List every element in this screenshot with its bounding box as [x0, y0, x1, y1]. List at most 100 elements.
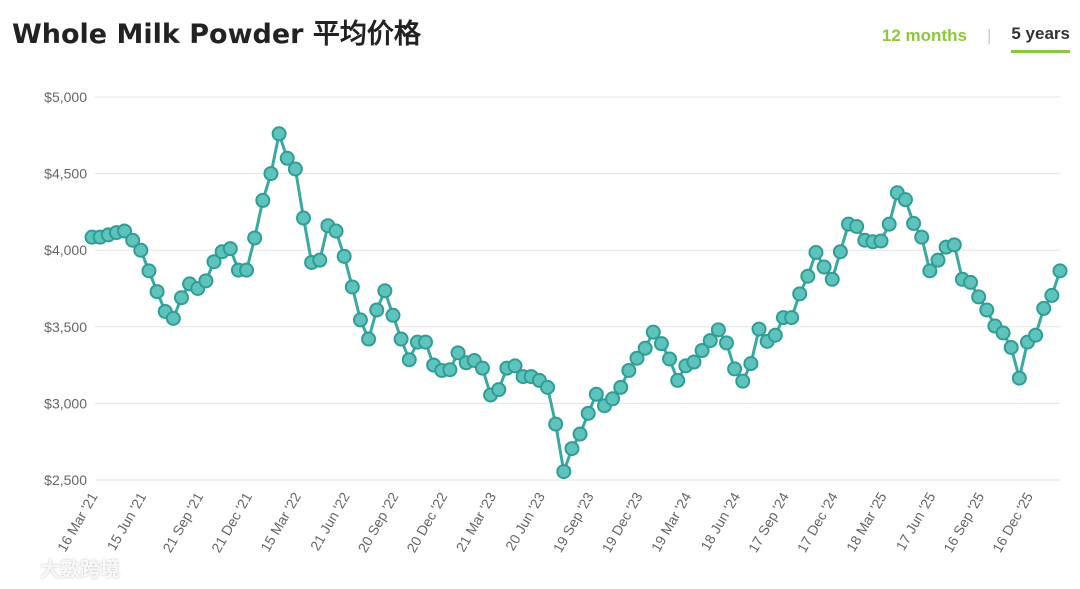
data-point[interactable] — [361, 331, 377, 347]
data-point[interactable] — [605, 391, 621, 407]
data-point[interactable] — [808, 244, 824, 260]
data-point[interactable] — [580, 405, 596, 421]
y-tick-label: $5,000 — [44, 89, 87, 105]
data-point[interactable] — [287, 161, 303, 177]
data-point[interactable] — [173, 290, 189, 306]
data-point[interactable] — [507, 358, 523, 374]
data-point[interactable] — [629, 350, 645, 366]
data-point[interactable] — [922, 263, 938, 279]
data-point[interactable] — [727, 361, 743, 377]
data-point[interactable] — [206, 254, 222, 270]
data-point[interactable] — [344, 279, 360, 295]
data-point[interactable] — [279, 150, 295, 166]
data-point[interactable] — [336, 248, 352, 264]
data-point[interactable] — [767, 327, 783, 343]
data-point[interactable] — [588, 386, 604, 402]
data-point[interactable] — [141, 263, 157, 279]
data-point[interactable] — [491, 382, 507, 398]
x-tick-label: 19 Mar '24 — [648, 489, 695, 554]
data-point[interactable] — [718, 335, 734, 351]
data-point[interactable] — [914, 229, 930, 245]
data-point[interactable] — [979, 302, 995, 318]
data-point[interactable] — [198, 273, 214, 289]
data-point[interactable] — [352, 312, 368, 328]
data-point[interactable] — [824, 271, 840, 287]
data-point[interactable] — [548, 416, 564, 432]
x-tick-label: 21 Jun '22 — [307, 489, 353, 553]
data-point[interactable] — [328, 223, 344, 239]
data-point[interactable] — [418, 334, 434, 350]
data-point[interactable] — [662, 351, 678, 367]
data-point[interactable] — [995, 325, 1011, 341]
x-tick-label: 15 Jun '21 — [103, 489, 149, 553]
data-point[interactable] — [377, 283, 393, 299]
data-point[interactable] — [849, 218, 865, 234]
data-point[interactable] — [670, 372, 686, 388]
tab-5-years[interactable]: 5 years — [1011, 24, 1070, 53]
data-point[interactable] — [564, 441, 580, 457]
data-point[interactable] — [312, 252, 328, 268]
data-point[interactable] — [442, 362, 458, 378]
data-point[interactable] — [1036, 300, 1052, 316]
data-point[interactable] — [800, 268, 816, 284]
data-point[interactable] — [621, 362, 637, 378]
x-tick-label: 20 Jun '23 — [502, 489, 548, 553]
data-point[interactable] — [653, 336, 669, 352]
x-tick-label: 20 Sep '22 — [354, 489, 401, 555]
data-point[interactable] — [450, 345, 466, 361]
data-point[interactable] — [1028, 327, 1044, 343]
watermark-logo-icon — [8, 558, 34, 576]
data-point[interactable] — [971, 289, 987, 305]
data-point[interactable] — [263, 166, 279, 182]
data-point[interactable] — [572, 426, 588, 442]
data-point[interactable] — [165, 310, 181, 326]
data-point[interactable] — [255, 192, 271, 208]
data-point[interactable] — [963, 274, 979, 290]
data-point[interactable] — [751, 321, 767, 337]
data-point[interactable] — [897, 192, 913, 208]
data-point[interactable] — [832, 244, 848, 260]
data-point[interactable] — [474, 360, 490, 376]
data-point[interactable] — [930, 252, 946, 268]
data-point[interactable] — [946, 237, 962, 253]
data-point[interactable] — [295, 210, 311, 226]
data-point[interactable] — [369, 302, 385, 318]
data-point[interactable] — [1052, 263, 1068, 279]
data-point[interactable] — [149, 284, 165, 300]
data-point[interactable] — [1011, 370, 1027, 386]
data-point[interactable] — [239, 262, 255, 278]
data-point[interactable] — [792, 286, 808, 302]
data-point[interactable] — [613, 379, 629, 395]
data-point[interactable] — [906, 215, 922, 231]
data-point[interactable] — [540, 379, 556, 395]
data-point[interactable] — [125, 232, 141, 248]
data-point[interactable] — [735, 373, 751, 389]
data-point[interactable] — [1044, 287, 1060, 303]
data-point[interactable] — [637, 340, 653, 356]
data-point[interactable] — [385, 307, 401, 323]
data-point[interactable] — [271, 126, 287, 142]
data-point[interactable] — [247, 230, 263, 246]
data-point[interactable] — [873, 233, 889, 249]
data-point[interactable] — [743, 356, 759, 372]
data-point[interactable] — [816, 259, 832, 275]
tab-12-months[interactable]: 12 months — [881, 25, 967, 45]
data-point[interactable] — [645, 324, 661, 340]
data-point[interactable] — [222, 241, 238, 257]
data-point[interactable] — [117, 223, 133, 239]
data-point[interactable] — [694, 343, 710, 359]
data-point[interactable] — [686, 354, 702, 370]
data-point[interactable] — [1003, 339, 1019, 355]
data-point[interactable] — [556, 464, 572, 480]
data-point[interactable] — [133, 242, 149, 258]
data-point[interactable] — [393, 331, 409, 347]
x-tick-label: 16 Dec '25 — [989, 489, 1036, 555]
page-title: Whole Milk Powder 平均价格 — [12, 19, 421, 50]
data-point[interactable] — [881, 216, 897, 232]
series-line — [92, 132, 1062, 474]
data-point[interactable] — [401, 352, 417, 368]
data-point[interactable] — [784, 310, 800, 326]
data-point[interactable] — [702, 333, 718, 349]
data-point[interactable] — [710, 322, 726, 338]
